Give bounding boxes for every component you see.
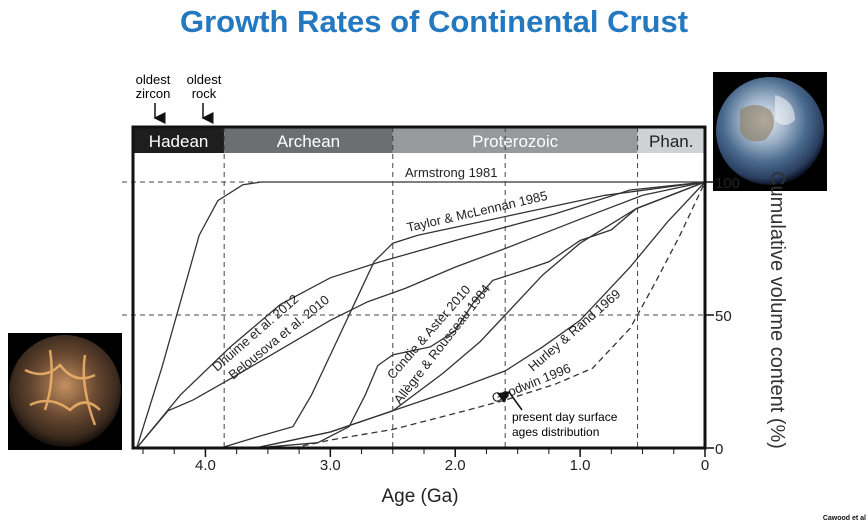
oldest-zircon-label-1: oldest	[136, 72, 171, 87]
hadean-earth-picture	[8, 333, 122, 450]
x-tick-label: 1.0	[570, 457, 591, 474]
y-tick-label: 100	[715, 175, 740, 192]
slide-title: Growth Rates of Continental Crust	[179, 4, 689, 39]
x-tick-label: 2.0	[445, 457, 466, 474]
oldest-rock-label-2: rock	[192, 86, 217, 101]
era-band-0	[133, 127, 225, 153]
y-tick-label: 0	[715, 441, 723, 458]
series-line-4	[255, 181, 706, 449]
series-line-0	[136, 181, 705, 449]
series-line-3	[136, 181, 706, 449]
x-tick-label: 0	[701, 457, 709, 474]
credit: Cawood et al	[822, 515, 866, 522]
era-band-2	[392, 127, 638, 153]
x-axis-label: Age (Ga)	[381, 486, 458, 507]
series-line-7	[292, 181, 706, 449]
series-line-2	[136, 181, 706, 449]
series-line-6	[255, 181, 706, 449]
y-tick-label: 50	[715, 308, 732, 325]
series-line-1	[220, 181, 706, 449]
era-label-3: Phan.	[649, 132, 693, 151]
present-day-label-1: present day surface	[512, 410, 618, 424]
era-band-3	[637, 127, 705, 153]
era-label-2: Proterozoic	[472, 132, 558, 151]
series-label-6: Hurley & Rand 1969	[525, 286, 623, 374]
x-tick-label: 4.0	[195, 457, 216, 474]
x-tick-label: 3.0	[320, 457, 341, 474]
y-axis-label: Cumulative volume content (%)	[766, 171, 788, 449]
era-band-1	[224, 127, 393, 153]
present-day-label-2: ages distribution	[512, 425, 599, 439]
present-day-arrow-icon	[496, 391, 523, 411]
oldest-zircon-label-2: zircon	[136, 86, 171, 101]
series-label-0: Armstrong 1981	[405, 165, 498, 180]
era-label-0: Hadean	[149, 132, 209, 151]
oldest-rock-label-1: oldest	[187, 72, 222, 87]
plot-frame	[131, 125, 707, 450]
earth-photo	[713, 72, 827, 191]
era-label-1: Archean	[277, 132, 340, 151]
